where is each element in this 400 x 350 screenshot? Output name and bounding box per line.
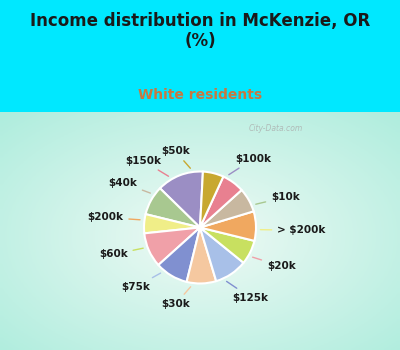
Text: $60k: $60k: [99, 248, 143, 259]
Wedge shape: [200, 172, 223, 228]
Wedge shape: [144, 214, 200, 233]
Wedge shape: [200, 211, 256, 241]
Wedge shape: [158, 228, 200, 282]
Text: $150k: $150k: [125, 156, 168, 176]
Wedge shape: [200, 228, 244, 281]
Text: $125k: $125k: [226, 281, 268, 303]
Text: $50k: $50k: [161, 146, 190, 168]
Text: $10k: $10k: [256, 192, 300, 204]
Wedge shape: [200, 228, 254, 263]
Text: Income distribution in McKenzie, OR
(%): Income distribution in McKenzie, OR (%): [30, 12, 370, 50]
Text: City-Data.com: City-Data.com: [249, 125, 303, 133]
Wedge shape: [160, 172, 203, 228]
Text: $20k: $20k: [253, 257, 296, 271]
Wedge shape: [187, 228, 216, 284]
Text: > $200k: > $200k: [260, 225, 326, 235]
Text: $100k: $100k: [229, 154, 272, 175]
Wedge shape: [146, 188, 200, 228]
Text: $200k: $200k: [87, 212, 140, 222]
Text: $75k: $75k: [122, 273, 160, 292]
Text: White residents: White residents: [138, 88, 262, 102]
Text: $30k: $30k: [161, 287, 191, 309]
Wedge shape: [200, 177, 242, 228]
Wedge shape: [200, 190, 254, 228]
Text: $40k: $40k: [108, 178, 150, 193]
Wedge shape: [144, 228, 200, 265]
